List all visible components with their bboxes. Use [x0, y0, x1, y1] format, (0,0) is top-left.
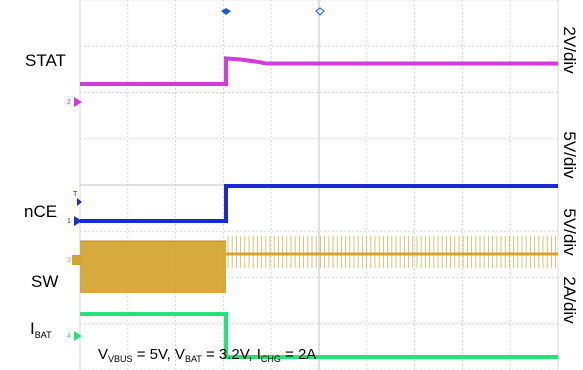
nce-trace	[80, 184, 558, 223]
channel-marker-i	[74, 331, 82, 341]
channel-markers: 2 1 3 4 T	[67, 97, 82, 341]
trigger-letter: T	[73, 191, 78, 198]
channel-marker-stat	[74, 97, 82, 107]
scale-nce: 5V/div	[560, 131, 579, 179]
scale-labels: 2V/div 5V/div 5V/div 2A/div	[560, 26, 579, 324]
label-sw: SW	[31, 272, 58, 291]
label-stat: STAT	[25, 51, 66, 70]
trigger-level-icon	[315, 7, 325, 16]
scale-i: 2A/div	[560, 276, 579, 324]
channel-number-sw: 3	[67, 257, 71, 264]
stat-trace	[80, 56, 558, 87]
traces	[80, 56, 558, 359]
channel-number-stat: 2	[67, 99, 71, 106]
label-nce: nCE	[24, 202, 57, 221]
channel-marker-nce	[74, 216, 82, 226]
channel-number-nce: 1	[67, 218, 71, 225]
channel-marker-sw	[72, 255, 82, 265]
trigger-position-icon	[221, 8, 231, 15]
scale-stat: 2V/div	[560, 26, 579, 74]
channel-number-i: 4	[67, 333, 71, 340]
nce-trigger-icon	[77, 198, 82, 206]
scale-sw: 5V/div	[560, 208, 579, 256]
channel-labels: STAT nCE SW IBAT	[24, 51, 66, 340]
sw-trace-before	[80, 241, 226, 293]
ibat-trace	[80, 312, 558, 359]
trigger-markers	[221, 7, 325, 16]
label-i: IBAT	[30, 319, 52, 340]
conditions-annotation: VVBUS = 5V, VBAT = 3.2V, ICHG = 2A	[98, 346, 316, 364]
